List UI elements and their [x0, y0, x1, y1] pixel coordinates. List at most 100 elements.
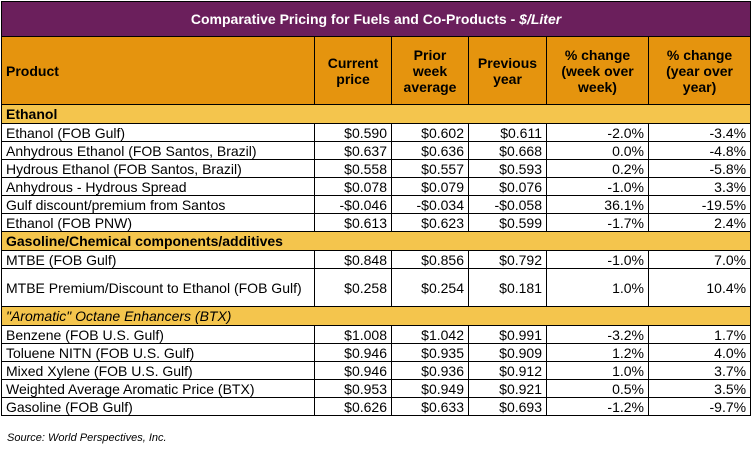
cell-product: MTBE Premium/Discount to Ethanol (FOB Gu… [1, 268, 315, 307]
cell-pct-change-week: -1.0% [546, 177, 649, 196]
cell-prior-week-average: $0.856 [391, 250, 469, 269]
cell-product: Benzene (FOB U.S. Gulf) [1, 325, 315, 344]
cell-pct-change-year: 7.0% [647, 250, 751, 269]
cell-pct-change-year: 2.4% [647, 213, 751, 232]
cell-product: Gulf discount/premium from Santos [1, 195, 315, 214]
cell-product: Ethanol (FOB PNW) [1, 213, 315, 232]
cell-pct-change-year: -9.7% [647, 397, 751, 416]
section-header: Gasoline/Chemical components/additives [0, 231, 751, 251]
cell-pct-change-week: 0.5% [546, 379, 649, 398]
cell-previous-year: $0.593 [468, 159, 547, 178]
table-row: MTBE Premium/Discount to Ethanol (FOB Gu… [1, 268, 751, 307]
cell-pct-change-year: -4.8% [647, 141, 751, 160]
cell-current-price: $0.946 [314, 343, 392, 362]
cell-pct-change-week: 0.2% [546, 159, 649, 178]
cell-previous-year: $0.668 [468, 141, 547, 160]
cell-prior-week-average: $0.602 [391, 123, 469, 142]
cell-prior-week-average: $0.935 [391, 343, 469, 362]
table-row: Benzene (FOB U.S. Gulf) $1.008 $1.042 $0.99… [1, 325, 751, 344]
cell-product: Anhydrous Ethanol (FOB Santos, Brazil) [1, 141, 315, 160]
cell-pct-change-year: 3.7% [647, 361, 751, 380]
section-row: "Aromatic" Octane Enhancers (BTX) [0, 306, 751, 326]
table-title-unit: $/Liter [519, 11, 562, 27]
title-row: Comparative Pricing for Fuels and Co-Pro… [0, 1, 751, 37]
cell-pct-change-week: -1.2% [546, 397, 649, 416]
cell-current-price: $0.613 [314, 213, 392, 232]
cell-previous-year: $0.076 [468, 177, 547, 196]
table-row: Ethanol (FOB PNW) $0.613 $0.623 $0.599 -1.7%… [1, 213, 751, 232]
table-title-text: Comparative Pricing for Fuels and Co-Pro… [190, 11, 520, 27]
cell-product: Anhydrous - Hydrous Spread [1, 177, 315, 196]
cell-previous-year: $0.611 [468, 123, 547, 142]
table-row: MTBE (FOB Gulf) $0.848 $0.856 $0.792 -1.0% 7.… [1, 250, 751, 269]
cell-pct-change-year: -5.8% [647, 159, 751, 178]
table-row: Gasoline (FOB Gulf) $0.626 $0.633 $0.693 -1.… [1, 397, 751, 416]
header-row: Product Current price Prior week average… [1, 36, 751, 105]
cell-prior-week-average: $0.936 [391, 361, 469, 380]
cell-current-price: $0.590 [314, 123, 392, 142]
source-note: Source: World Perspectives, Inc. [7, 432, 167, 444]
cell-product: Ethanol (FOB Gulf) [1, 123, 315, 142]
col-header-previous-year: Previous year [468, 36, 547, 105]
cell-previous-year: $0.912 [468, 361, 547, 380]
cell-product: Hydrous Ethanol (FOB Santos, Brazil) [1, 159, 315, 178]
table-row: Weighted Average Aromatic Price (BTX) $0.… [1, 379, 751, 398]
col-header-pct-change-year: % change (year over year) [647, 36, 751, 105]
cell-current-price: $0.953 [314, 379, 392, 398]
table-row: Mixed Xylene (FOB U.S. Gulf) $0.946 $0.936… [1, 361, 751, 380]
cell-product: Weighted Average Aromatic Price (BTX) [1, 379, 315, 398]
cell-prior-week-average: $0.254 [391, 268, 469, 307]
cell-pct-change-week: 1.2% [546, 343, 649, 362]
cell-pct-change-year: -19.5% [647, 195, 751, 214]
cell-current-price: $0.258 [314, 268, 392, 307]
table-row: Anhydrous Ethanol (FOB Santos, Brazil) $0… [1, 141, 751, 160]
cell-prior-week-average: $0.949 [391, 379, 469, 398]
cell-prior-week-average: -$0.034 [391, 195, 469, 214]
section-header: Ethanol [0, 104, 751, 124]
cell-current-price: $0.637 [314, 141, 392, 160]
cell-current-price: $0.078 [314, 177, 392, 196]
cell-prior-week-average: $0.079 [391, 177, 469, 196]
cell-pct-change-week: 1.0% [546, 268, 649, 307]
cell-pct-change-week: 1.0% [546, 361, 649, 380]
cell-current-price: -$0.046 [314, 195, 392, 214]
table-title: Comparative Pricing for Fuels and Co-Pro… [0, 1, 751, 37]
table-row: Hydrous Ethanol (FOB Santos, Brazil) $0.5… [1, 159, 751, 178]
cell-prior-week-average: $0.636 [391, 141, 469, 160]
cell-pct-change-year: 4.0% [647, 343, 751, 362]
cell-previous-year: -$0.058 [468, 195, 547, 214]
cell-pct-change-week: 0.0% [546, 141, 649, 160]
table-row: Toluene NITN (FOB U.S. Gulf) $0.946 $0.935… [1, 343, 751, 362]
cell-current-price: $0.626 [314, 397, 392, 416]
cell-pct-change-week: -1.0% [546, 250, 649, 269]
table-row: Gulf discount/premium from Santos -$0.046… [1, 195, 751, 214]
table-row: Anhydrous - Hydrous Spread $0.078 $0.079 $0… [1, 177, 751, 196]
table-body: Ethanol Ethanol (FOB Gulf) $0.590 $0.602 $0.… [0, 104, 751, 416]
col-header-prior-week-average: Prior week average [391, 36, 469, 105]
cell-current-price: $0.848 [314, 250, 392, 269]
cell-pct-change-year: 1.7% [647, 325, 751, 344]
cell-prior-week-average: $0.623 [391, 213, 469, 232]
cell-previous-year: $0.792 [468, 250, 547, 269]
cell-pct-change-year: 10.4% [647, 268, 751, 307]
cell-current-price: $0.946 [314, 361, 392, 380]
pricing-table: Comparative Pricing for Fuels and Co-Pro… [0, 1, 751, 416]
cell-prior-week-average: $0.557 [391, 159, 469, 178]
cell-previous-year: $0.181 [468, 268, 547, 307]
cell-pct-change-week: -2.0% [546, 123, 649, 142]
col-header-product: Product [1, 36, 315, 105]
cell-previous-year: $0.599 [468, 213, 547, 232]
cell-pct-change-week: -3.2% [546, 325, 649, 344]
section-header: "Aromatic" Octane Enhancers (BTX) [0, 306, 751, 326]
table-row: Ethanol (FOB Gulf) $0.590 $0.602 $0.611 -2.0… [1, 123, 751, 142]
col-header-pct-change-week: % change (week over week) [546, 36, 649, 105]
section-row: Gasoline/Chemical components/additives [0, 231, 751, 251]
cell-product: MTBE (FOB Gulf) [1, 250, 315, 269]
col-header-current-price: Current price [314, 36, 392, 105]
cell-product: Toluene NITN (FOB U.S. Gulf) [1, 343, 315, 362]
section-row: Ethanol [0, 104, 751, 124]
cell-previous-year: $0.921 [468, 379, 547, 398]
cell-pct-change-week: 36.1% [546, 195, 649, 214]
cell-product: Gasoline (FOB Gulf) [1, 397, 315, 416]
cell-previous-year: $0.991 [468, 325, 547, 344]
